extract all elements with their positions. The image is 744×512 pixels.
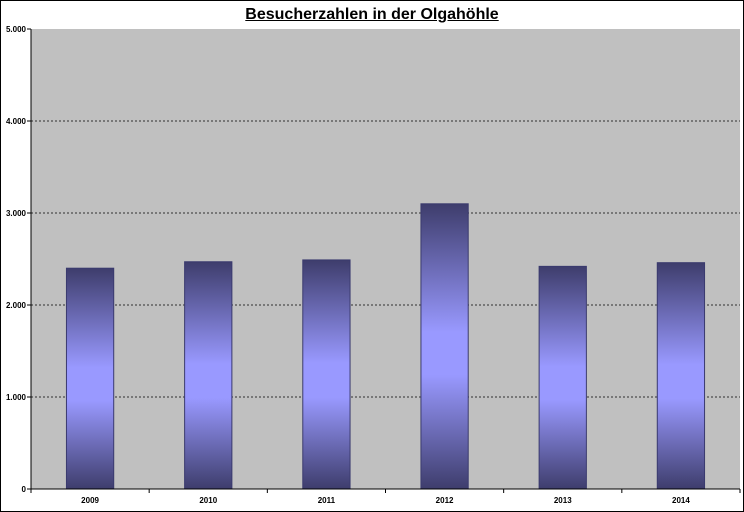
x-tick-label: 2012: [436, 496, 454, 505]
bar-2014: [656, 262, 706, 490]
x-tick-label: 2011: [318, 496, 336, 505]
bar-2011: [302, 259, 351, 490]
x-tick-label: 2014: [672, 496, 690, 505]
y-tick-label: 5.000: [6, 25, 27, 34]
bar-2013: [538, 265, 587, 490]
y-tick-label: 4.000: [6, 117, 27, 126]
x-tick-label: 2010: [199, 496, 217, 505]
x-axis-ticks: 2009 2010 2011 2012 2013 2014: [30, 489, 741, 505]
chart-title: Besucherzahlen in der Olgahöhle: [245, 6, 499, 23]
bar-2010: [184, 261, 233, 490]
x-tick-label: 2013: [554, 496, 572, 505]
y-tick-label: 2.000: [6, 301, 27, 310]
y-tick-label: 0: [22, 485, 27, 494]
y-axis-ticks: 0 1.000 2.000 3.000 4.000 5.000: [6, 25, 31, 494]
x-tick-label: 2009: [81, 496, 99, 505]
plot-area: [31, 29, 740, 489]
y-tick-label: 1.000: [6, 393, 27, 402]
y-tick-label: 3.000: [6, 209, 27, 218]
bar-2012: [420, 203, 469, 490]
bar-2009: [65, 267, 115, 490]
bars: [65, 203, 706, 490]
